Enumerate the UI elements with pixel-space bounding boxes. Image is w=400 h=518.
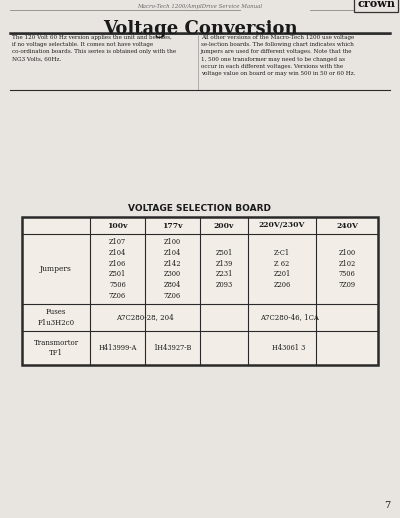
Text: 100v: 100v <box>107 222 128 229</box>
Bar <box>22 217 378 365</box>
Text: 7: 7 <box>384 501 390 510</box>
Text: Macro-Tech 1200/AmplDrive Service Manual: Macro-Tech 1200/AmplDrive Service Manual <box>138 4 262 9</box>
Text: H43061 3: H43061 3 <box>272 344 306 352</box>
Text: 200v: 200v <box>214 222 234 229</box>
Text: The 120 Volt 60 Hz version applies the unit and besides,
if no voltage selectabl: The 120 Volt 60 Hz version applies the u… <box>12 35 176 62</box>
Text: Z107
Z104
Z106
Z501
7506
7Z06: Z107 Z104 Z106 Z501 7506 7Z06 <box>109 238 126 300</box>
Text: 177v: 177v <box>162 222 183 229</box>
Text: 1H43927-B: 1H43927-B <box>153 344 192 352</box>
Text: All other versions of the Macro-Tech 1200 use voltage
se-lection boards. The fol: All other versions of the Macro-Tech 120… <box>201 35 356 76</box>
Text: A7C280-46, 1CA: A7C280-46, 1CA <box>260 313 318 322</box>
Text: Z-C1
Z 62
Z201
Z206: Z-C1 Z 62 Z201 Z206 <box>273 249 291 289</box>
Text: Z100
Z102
7506
7Z09: Z100 Z102 7506 7Z09 <box>338 249 356 289</box>
Text: Fuses
F1u3H2c0: Fuses F1u3H2c0 <box>38 308 74 327</box>
Bar <box>22 217 378 365</box>
Text: 220V/230V: 220V/230V <box>259 222 305 229</box>
Text: crown: crown <box>357 0 395 9</box>
Text: Transmortor
TF1: Transmortor TF1 <box>34 339 78 357</box>
Text: Voltage Conversion: Voltage Conversion <box>103 20 297 38</box>
Text: VOLTAGE SELECTION BOARD: VOLTAGE SELECTION BOARD <box>128 204 272 213</box>
Text: Z100
Z104
Z142
Z300
Z804
7Z06: Z100 Z104 Z142 Z300 Z804 7Z06 <box>164 238 181 300</box>
Text: Jumpers: Jumpers <box>40 265 72 273</box>
Text: 240V: 240V <box>336 222 358 229</box>
Text: A7C280-28, 204: A7C280-28, 204 <box>116 313 174 322</box>
Text: Z501
Z139
Z231
Z093: Z501 Z139 Z231 Z093 <box>215 249 233 289</box>
Text: H413999-A: H413999-A <box>98 344 137 352</box>
